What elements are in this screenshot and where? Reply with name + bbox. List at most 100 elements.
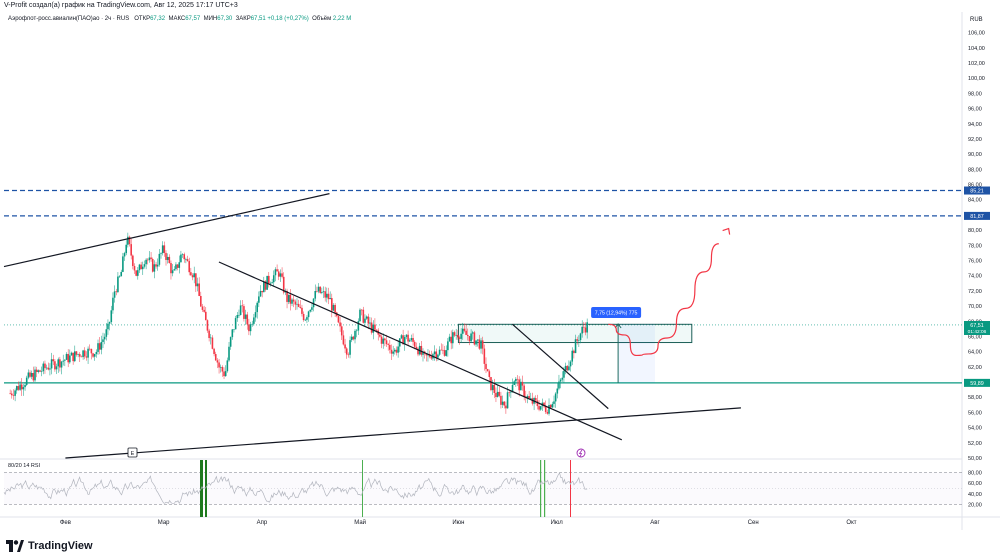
candle-body <box>105 329 108 337</box>
candle-body <box>450 336 452 344</box>
candle-body <box>151 259 154 272</box>
candle-body <box>218 362 220 368</box>
candle-body <box>544 406 547 412</box>
price-change: +0,18 (+0,27%) <box>267 16 309 22</box>
price-tick-label: 96,00 <box>968 107 982 113</box>
upper-channel-line <box>3 193 330 268</box>
candle-body <box>165 252 167 260</box>
candle-body <box>186 259 189 262</box>
candle-body <box>211 337 214 349</box>
candle-body <box>143 264 146 267</box>
price-scale-label-text: 59,89 <box>970 381 984 387</box>
candle-body <box>307 311 310 318</box>
time-tick-label: Авг <box>650 520 660 526</box>
candle-body <box>447 341 449 351</box>
candle-body <box>133 266 136 271</box>
candle-body <box>238 314 240 316</box>
candle-body <box>253 317 255 324</box>
candle-body <box>279 273 282 277</box>
candle-body <box>382 338 385 344</box>
candle-body <box>460 333 462 339</box>
candle-body <box>50 359 53 369</box>
candle-body <box>117 276 119 293</box>
candlestick-series <box>9 232 588 416</box>
candle-body <box>78 354 81 357</box>
candle-body <box>543 402 545 407</box>
rsi-indicator-label: 80/20 14 RSI <box>8 463 41 469</box>
candle-body <box>135 270 137 276</box>
ohlc-close: ЗАКР67,51 <box>235 16 266 22</box>
candle-body <box>304 319 307 321</box>
candle-body <box>19 384 21 390</box>
candle-body <box>301 307 303 314</box>
candle-body <box>425 353 428 356</box>
candle-body <box>433 351 436 355</box>
price-scale-label-59,89 <box>964 378 990 387</box>
price-tick-label: 102,00 <box>968 61 985 67</box>
price-tick-label: 72,00 <box>968 289 982 295</box>
candle-body <box>385 340 388 345</box>
lower-support-line <box>65 407 741 459</box>
rsi-tick-label: 60,00 <box>968 481 982 487</box>
candle-body <box>326 293 328 298</box>
candle-body <box>324 291 326 298</box>
candle-body <box>553 401 555 404</box>
candle-body <box>413 341 416 347</box>
candle-body <box>475 340 477 345</box>
symbol-title[interactable]: Аэрофлот-росс.авиалин(ПАО)ао · 2ч · RUS <box>8 16 130 22</box>
price-tick-label: 100,00 <box>968 76 985 82</box>
candle-body <box>244 314 247 319</box>
candle-body <box>400 335 403 339</box>
candle-body <box>75 351 78 355</box>
candle-body <box>256 302 258 313</box>
candle-body <box>32 372 35 381</box>
candle-body <box>511 384 514 392</box>
candle-body <box>337 315 340 323</box>
candle-body <box>25 377 28 385</box>
rsi-line <box>3 472 588 505</box>
candle-body <box>508 392 511 393</box>
candle-body <box>369 322 371 324</box>
candle-body <box>209 337 212 339</box>
candle-body <box>191 275 194 278</box>
candle-body <box>93 354 96 357</box>
candle-body <box>158 253 161 265</box>
candle-body <box>234 318 237 330</box>
candle-body <box>206 320 209 331</box>
candle-body <box>579 333 582 341</box>
candle-body <box>254 312 257 318</box>
candle-body <box>546 411 549 414</box>
candle-body <box>233 329 235 330</box>
candle-body <box>176 264 179 268</box>
candle-body <box>485 363 487 370</box>
candle-body <box>193 273 195 278</box>
candle-body <box>568 366 570 371</box>
candle-body <box>518 379 520 391</box>
candle-body <box>108 321 111 324</box>
candle-body <box>549 405 552 408</box>
candle-body <box>586 322 588 333</box>
candle-body <box>120 271 123 277</box>
candle-body <box>309 309 312 312</box>
candle-body <box>70 352 73 356</box>
candle-body <box>551 403 554 408</box>
candle-body <box>178 262 181 268</box>
candle-body <box>216 360 219 363</box>
candle-body <box>145 259 147 265</box>
event-marker-icon <box>127 447 138 458</box>
price-tick-label: 86,00 <box>968 183 982 189</box>
candle-body <box>52 359 55 362</box>
candle-body <box>171 270 174 274</box>
candle-body <box>55 366 58 370</box>
chart-creator-credit: V-Profit создал(а) график на TradingView… <box>4 2 238 9</box>
rsi-tick-label: 20,00 <box>968 502 982 508</box>
rsi-tick-label: 40,00 <box>968 492 982 498</box>
candle-body <box>458 337 461 339</box>
candle-body <box>148 257 151 261</box>
candle-body <box>24 384 26 388</box>
candle-body <box>294 301 297 305</box>
candle-body <box>395 349 398 353</box>
candle-body <box>49 368 51 370</box>
candle-body <box>14 390 16 396</box>
